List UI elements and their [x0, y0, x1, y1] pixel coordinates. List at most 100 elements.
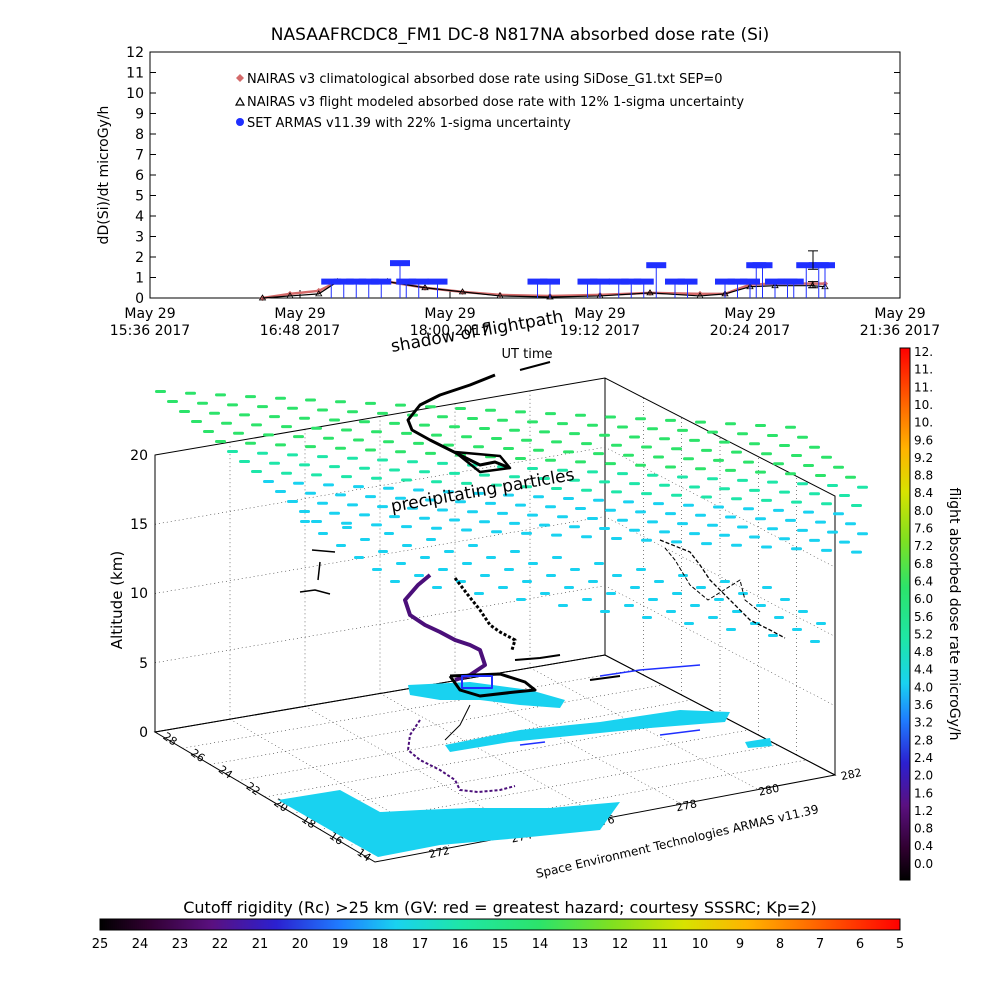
particle-mark — [167, 400, 178, 403]
particle-mark — [479, 520, 490, 524]
particle-mark — [594, 562, 604, 565]
particle-mark — [665, 512, 676, 516]
particle-mark — [612, 574, 622, 577]
particle-mark — [719, 533, 730, 537]
colorbar-tick-label: 5 — [896, 937, 904, 952]
particle-mark — [425, 405, 436, 409]
grid-line — [229, 718, 452, 848]
x-tick-label-time: 20:24 2017 — [710, 323, 790, 339]
particle-mark — [503, 447, 514, 450]
armas-data-point — [408, 278, 429, 285]
particle-mark — [407, 460, 418, 464]
particle-mark — [401, 431, 412, 435]
particle-mark — [636, 568, 646, 571]
particle-mark — [239, 413, 250, 417]
particle-mark — [263, 433, 274, 437]
particle-mark — [419, 423, 430, 427]
colorbar-tick-label: 8.8 — [914, 469, 933, 483]
particle-mark — [527, 420, 538, 424]
series-point — [696, 292, 704, 299]
particle-mark — [395, 496, 406, 500]
armas-data-point — [752, 262, 773, 269]
particle-mark — [761, 498, 772, 502]
legend-label: NAIRAS v3 flight modeled absorbed dose r… — [247, 95, 744, 110]
particle-mark — [611, 537, 622, 540]
particle-mark — [341, 521, 352, 525]
particle-mark — [401, 525, 412, 529]
particle-mark — [665, 465, 676, 469]
particle-mark — [725, 422, 736, 426]
colorbar-title: flight absorbed dose rate microGy/h — [946, 488, 962, 741]
particle-mark — [557, 422, 568, 426]
particle-mark — [263, 480, 274, 483]
particle-mark — [425, 451, 436, 455]
particle-mark — [623, 453, 634, 457]
x-tick-label-day: May 29 — [724, 306, 775, 322]
particle-mark — [563, 497, 574, 500]
particle-mark — [378, 550, 388, 553]
particle-mark — [539, 430, 550, 434]
x-tick-label-day: May 29 — [124, 306, 175, 322]
particle-mark — [671, 540, 682, 544]
particle-mark — [599, 433, 610, 437]
particle-mark — [432, 586, 442, 589]
particle-mark — [377, 411, 388, 415]
series-point — [286, 292, 294, 299]
particle-mark — [683, 503, 694, 507]
particle-mark — [179, 410, 190, 413]
particle-mark — [269, 415, 280, 419]
particle-mark — [642, 616, 652, 619]
particle-mark — [611, 490, 622, 494]
particle-mark — [672, 592, 682, 595]
particle-mark — [485, 501, 496, 505]
particle-mark — [413, 441, 424, 445]
particle-mark — [384, 532, 394, 535]
grid-line — [319, 744, 778, 830]
particle-mark — [257, 405, 268, 409]
particle-mark — [563, 450, 574, 454]
particle-mark — [695, 467, 706, 471]
armas-data-point — [715, 278, 735, 285]
colorbar-tick-label: 3.6 — [914, 698, 933, 712]
particle-mark — [557, 515, 568, 519]
y-tick-label: 2 — [135, 250, 144, 266]
particle-mark — [605, 415, 616, 419]
particle-mark — [695, 513, 706, 517]
particle-mark — [684, 622, 694, 625]
particle-mark — [689, 532, 700, 536]
series-point — [646, 289, 654, 296]
particle-mark — [570, 568, 580, 571]
particle-mark — [617, 425, 628, 429]
particle-mark — [756, 604, 766, 607]
armas-data-point — [540, 278, 560, 285]
particle-mark — [269, 461, 280, 465]
armas-data-point — [358, 278, 379, 285]
colorbar-tick-label: 9.6 — [914, 433, 933, 447]
particle-mark — [647, 427, 658, 431]
y-tick-label: 0 — [135, 291, 144, 307]
particle-mark — [293, 481, 304, 485]
particle-mark — [491, 530, 502, 534]
particle-mark — [629, 482, 640, 486]
particle-mark — [791, 500, 802, 504]
legend-entry-nairas-climatological: NAIRAS v3 climatological absorbed dose r… — [236, 72, 723, 87]
y-tick-label: 8 — [135, 127, 144, 143]
particle-mark — [509, 521, 520, 525]
particle-mark — [443, 443, 454, 447]
particle-mark — [665, 418, 676, 422]
plot-frame — [149, 51, 901, 299]
particle-mark — [696, 586, 706, 589]
particle-mark — [239, 460, 250, 463]
altitude-axis: 0 5 10 15 20 Altitude (km) — [108, 448, 148, 741]
particle-mark — [545, 505, 556, 509]
particle-mark — [617, 472, 628, 476]
flight-path-low — [448, 672, 537, 698]
particle-mark — [546, 574, 556, 577]
particle-mark — [779, 490, 790, 494]
particle-mark — [323, 436, 334, 440]
particle-mark — [227, 403, 238, 407]
particle-mark — [455, 407, 466, 410]
particle-mark — [191, 420, 202, 423]
particle-mark — [647, 520, 658, 524]
shadow-outline — [519, 741, 546, 746]
